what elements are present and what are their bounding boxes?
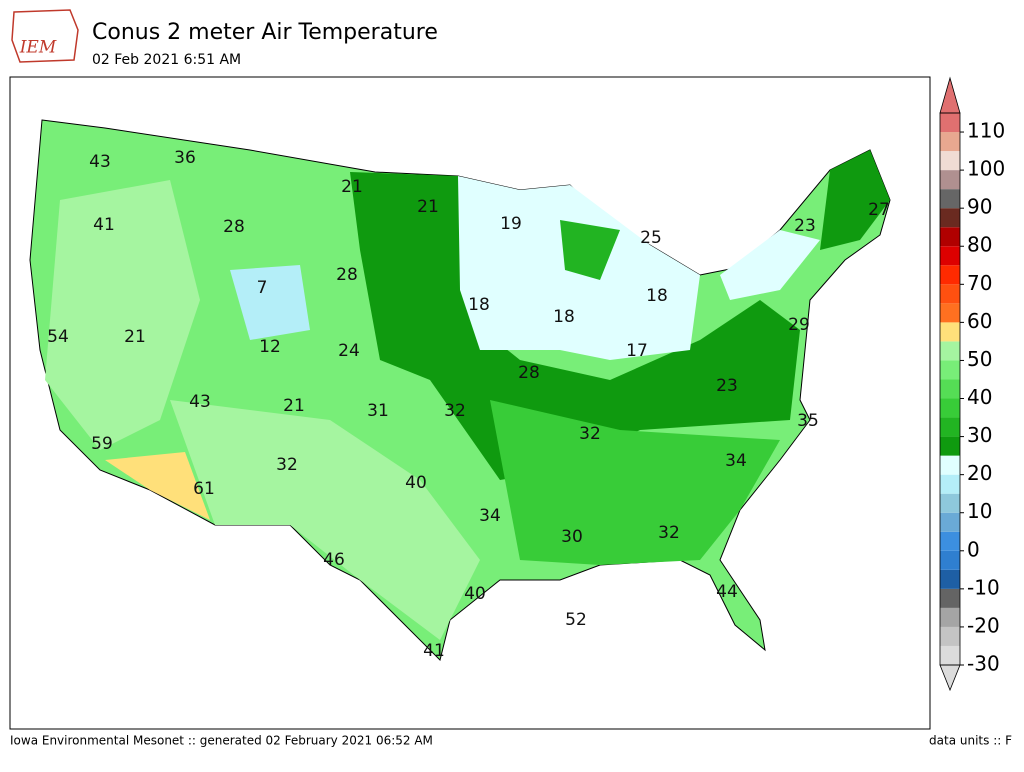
colorbar-band	[940, 379, 960, 399]
station-value: 28	[518, 363, 540, 383]
colorbar-band	[940, 303, 960, 323]
station-labels: 43 36 21 21 19 25 23 27 41 28 28 7 18 18 18 29 54 21 12 24 1…	[47, 148, 890, 661]
colorbar-extend-high	[939, 76, 961, 114]
colorbar-tick-label: 90	[967, 195, 992, 219]
station-value: 18	[646, 286, 668, 306]
station-value: 34	[479, 506, 501, 526]
colorbar-band	[940, 455, 960, 475]
station-value: 23	[716, 376, 738, 396]
colorbar-tick-label: 60	[967, 309, 992, 333]
colorbar-tick-label: 110	[967, 119, 1005, 143]
station-value: 41	[423, 641, 445, 661]
station-value: 31	[367, 401, 389, 421]
station-value: 21	[417, 197, 439, 217]
colorbar-band	[940, 113, 960, 133]
colorbar-frame	[939, 112, 961, 666]
colorbar-tick-label: -30	[967, 652, 1000, 676]
station-value: 36	[174, 148, 196, 168]
station-value: 43	[189, 392, 211, 412]
station-value: 12	[259, 337, 281, 357]
station-value: 32	[276, 455, 298, 475]
station-value: 21	[341, 177, 363, 197]
colorbar-band	[940, 189, 960, 209]
colorbar-band	[940, 550, 960, 570]
station-value: 24	[338, 341, 360, 361]
station-value: 29	[788, 315, 810, 335]
title: Conus 2 meter Air Temperature	[92, 20, 438, 45]
colorbar-band	[940, 360, 960, 380]
colorbar-band	[940, 626, 960, 646]
colorbar-tick-label: -20	[967, 613, 1000, 637]
station-value: 32	[579, 424, 601, 444]
station-value: 32	[444, 401, 466, 421]
colorbar: -30 -20 -10 0 10 20 30 40 50 60 70 80 90 100 110	[939, 76, 1005, 692]
colorbar-tick-label: 50	[967, 347, 992, 371]
colorbar-band	[940, 645, 960, 665]
colorbar-tick-label: -10	[967, 575, 1000, 599]
colorbar-band	[940, 531, 960, 551]
station-value: 28	[336, 265, 358, 285]
colorbar-tick-label: 30	[967, 423, 992, 447]
logo-text: IEM	[19, 38, 57, 58]
footer-left: Iowa Environmental Mesonet :: generated …	[10, 734, 433, 748]
colorbar-tick-label: 20	[967, 461, 992, 485]
station-value: 44	[716, 582, 738, 602]
colorbar-band	[940, 246, 960, 266]
footer-right: data units :: F	[929, 734, 1012, 748]
colorbar-tick-label: 10	[967, 499, 992, 523]
station-value: 43	[89, 152, 111, 172]
station-value: 41	[93, 215, 115, 235]
station-value: 21	[283, 396, 305, 416]
colorbar-band	[940, 208, 960, 228]
colorbar-band	[940, 569, 960, 589]
colorbar-band	[940, 474, 960, 494]
station-value: 46	[323, 550, 345, 570]
map: 43 36 21 21 19 25 23 27 41 28 28 7 18 18 18 29 54 21 12 24 1…	[9, 76, 931, 730]
colorbar-band	[940, 170, 960, 190]
station-value: 54	[47, 327, 69, 347]
subtitle: 02 Feb 2021 6:51 AM	[92, 52, 241, 68]
colorbar-band	[940, 493, 960, 513]
station-value: 19	[500, 214, 522, 234]
colorbar-band	[940, 265, 960, 285]
colorbar-band	[940, 436, 960, 456]
station-value: 32	[658, 523, 680, 543]
station-value: 59	[91, 434, 113, 454]
colorbar-band	[940, 151, 960, 171]
colorbar-tick-label: 40	[967, 385, 992, 409]
station-value: 18	[468, 295, 490, 315]
colorbar-band	[940, 588, 960, 608]
colorbar-band	[940, 341, 960, 361]
colorbar-band	[940, 284, 960, 304]
station-value: 61	[193, 479, 215, 499]
station-value: 30	[561, 527, 583, 547]
colorbar-band	[940, 417, 960, 437]
station-value: 52	[565, 610, 587, 630]
colorbar-band	[940, 607, 960, 627]
colorbar-band	[940, 322, 960, 342]
station-value: 25	[640, 228, 662, 248]
station-value: 40	[464, 584, 486, 604]
colorbar-tick-label: 100	[967, 157, 1005, 181]
colorbar-band	[940, 227, 960, 247]
colorbar-tick-label: 70	[967, 271, 992, 295]
colorbar-band	[940, 398, 960, 418]
station-value: 40	[405, 473, 427, 493]
station-value: 27	[868, 200, 890, 220]
station-value: 34	[725, 451, 747, 471]
colorbar-band	[940, 132, 960, 152]
logo: IEM	[11, 9, 79, 63]
station-value: 17	[626, 341, 648, 361]
station-value: 21	[124, 327, 146, 347]
station-value: 35	[797, 411, 819, 431]
colorbar-band	[940, 512, 960, 532]
colorbar-tick-label: 0	[967, 537, 980, 561]
station-value: 18	[553, 307, 575, 327]
station-value: 28	[223, 217, 245, 237]
colorbar-extend-low	[939, 664, 961, 692]
colorbar-tick-label: 80	[967, 233, 992, 257]
station-value: 7	[257, 278, 268, 298]
station-value: 23	[794, 216, 816, 236]
